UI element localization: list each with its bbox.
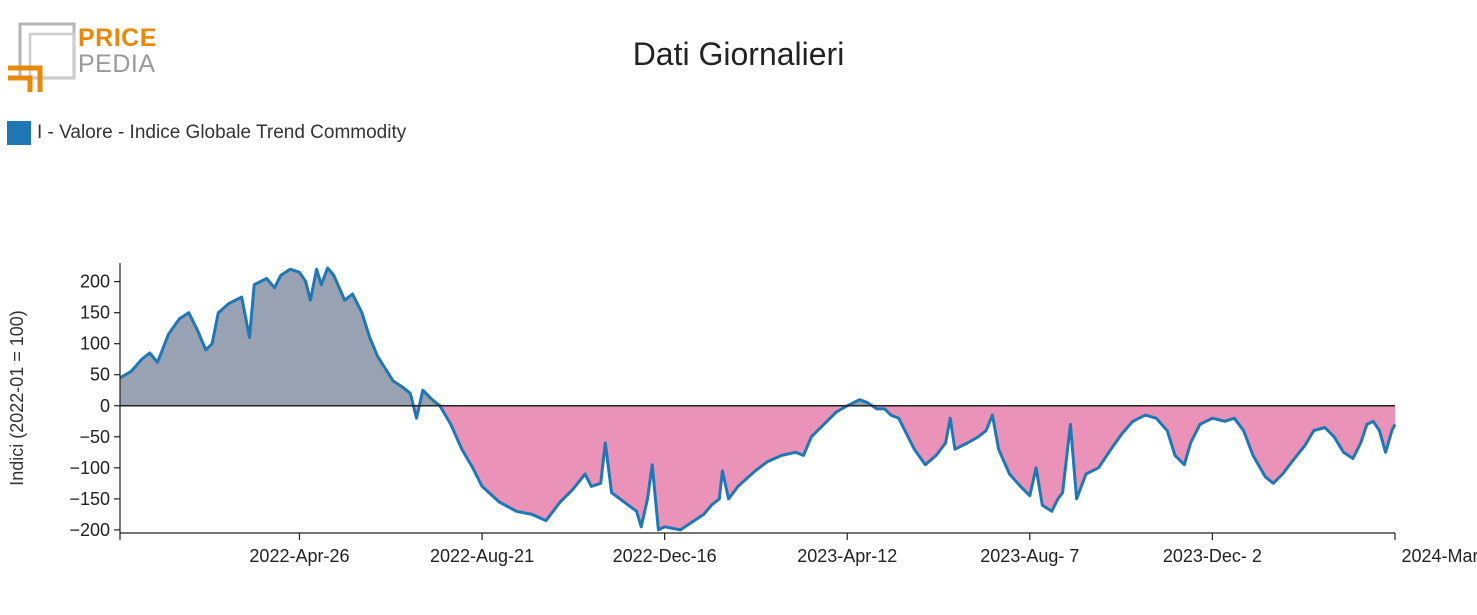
y-tick-label: −50 [79,427,110,447]
pricepedia-logo [6,22,166,94]
y-tick-label: 100 [80,334,110,354]
series-line-group [119,266,1397,532]
x-tick-label: 2024-Mar-28 [1401,546,1477,566]
x-tick-label: 2022-Dec-16 [613,546,717,566]
axes: 200 150 100 50 0 −50 −100 −150 −200 2022-Apr-26 20… [69,263,1477,566]
series-line [119,266,1397,532]
chart-title: Dati Giornalieri [632,36,845,72]
positive-area-fill [120,268,873,406]
y-tick-label: 50 [90,365,110,385]
x-tick-label: 2023-Dec- 2 [1163,546,1262,566]
positive-area [120,268,873,406]
y-axis-label: Indici (2022-01 = 100) [7,310,27,486]
logo-text-price: PRICE [78,24,157,52]
legend-swatch [7,121,31,145]
y-tick-label: 0 [100,396,110,416]
logo-text-pedia: PEDIA [78,50,156,78]
x-tick-label: 2023-Apr-12 [797,546,897,566]
legend-label: I - Valore - Indice Globale Trend Commod… [37,122,407,143]
logo-mark-icon [8,22,76,92]
x-tick-label: 2022-Apr-26 [249,546,349,566]
y-tick-label: −150 [69,489,110,509]
chart-legend[interactable]: I - Valore - Indice Globale Trend Commod… [7,121,406,145]
y-tick-label: 200 [80,272,110,292]
y-tick-label: −100 [69,458,110,478]
x-tick-label: 2023-Aug- 7 [980,546,1079,566]
x-tick-label: 2022-Aug-21 [430,546,534,566]
y-tick-label: 150 [80,303,110,323]
y-tick-label: −200 [69,520,110,540]
